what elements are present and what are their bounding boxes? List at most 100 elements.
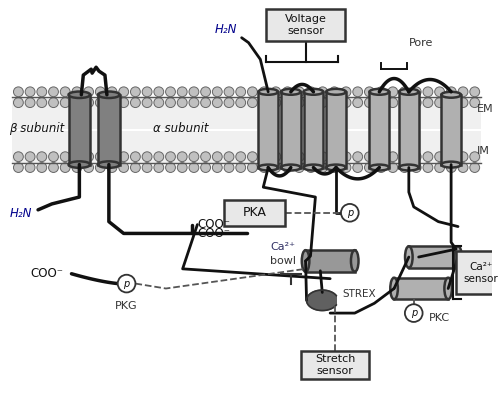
Circle shape [388, 163, 398, 172]
Ellipse shape [258, 89, 278, 95]
Circle shape [470, 163, 480, 172]
Circle shape [330, 87, 339, 97]
Circle shape [306, 98, 316, 108]
Circle shape [376, 87, 386, 97]
Circle shape [458, 163, 468, 172]
Text: PKG: PKG [116, 301, 138, 311]
Circle shape [166, 152, 175, 162]
Circle shape [405, 304, 422, 322]
Ellipse shape [68, 91, 90, 98]
Circle shape [96, 163, 105, 172]
Circle shape [306, 87, 316, 97]
Circle shape [248, 98, 258, 108]
Circle shape [388, 152, 398, 162]
Polygon shape [306, 250, 354, 272]
Circle shape [446, 98, 456, 108]
Polygon shape [394, 278, 448, 299]
Ellipse shape [351, 250, 358, 272]
Circle shape [458, 87, 468, 97]
Circle shape [48, 163, 58, 172]
Circle shape [400, 98, 409, 108]
Circle shape [212, 163, 222, 172]
Circle shape [130, 152, 140, 162]
Circle shape [84, 98, 94, 108]
Circle shape [119, 98, 128, 108]
Circle shape [96, 152, 105, 162]
Ellipse shape [399, 89, 418, 95]
Circle shape [236, 87, 246, 97]
Text: PKA: PKA [242, 206, 266, 219]
Circle shape [200, 87, 210, 97]
Circle shape [341, 152, 351, 162]
Bar [266, 9, 345, 41]
Circle shape [189, 87, 199, 97]
Circle shape [154, 152, 164, 162]
Circle shape [37, 98, 46, 108]
Circle shape [14, 163, 24, 172]
Ellipse shape [326, 89, 346, 95]
Circle shape [119, 163, 128, 172]
Circle shape [294, 163, 304, 172]
Circle shape [294, 98, 304, 108]
Text: Voltage
sensor: Voltage sensor [284, 14, 327, 36]
Circle shape [236, 98, 246, 108]
Polygon shape [370, 92, 389, 168]
Circle shape [282, 87, 292, 97]
Circle shape [25, 163, 35, 172]
Circle shape [341, 204, 358, 221]
Ellipse shape [442, 92, 461, 98]
Circle shape [318, 98, 328, 108]
Circle shape [400, 163, 409, 172]
Circle shape [423, 163, 433, 172]
Circle shape [236, 163, 246, 172]
Text: H₂N: H₂N [10, 207, 32, 220]
Ellipse shape [281, 164, 300, 170]
Circle shape [271, 163, 280, 172]
Circle shape [72, 87, 82, 97]
Text: PKC: PKC [428, 313, 450, 323]
Text: α subunit: α subunit [153, 122, 208, 135]
Circle shape [446, 163, 456, 172]
Polygon shape [68, 95, 90, 164]
Circle shape [271, 87, 280, 97]
Circle shape [364, 87, 374, 97]
Circle shape [37, 87, 46, 97]
Text: COO⁻: COO⁻ [198, 227, 230, 240]
Text: p: p [346, 208, 353, 218]
Circle shape [84, 152, 94, 162]
Polygon shape [442, 95, 461, 164]
Ellipse shape [68, 161, 90, 168]
Circle shape [282, 163, 292, 172]
Circle shape [96, 87, 105, 97]
Circle shape [318, 87, 328, 97]
Circle shape [178, 98, 187, 108]
Circle shape [271, 152, 280, 162]
Polygon shape [281, 92, 300, 168]
Circle shape [166, 163, 175, 172]
Circle shape [388, 98, 398, 108]
Circle shape [84, 163, 94, 172]
Circle shape [400, 152, 409, 162]
Circle shape [412, 163, 421, 172]
Circle shape [364, 152, 374, 162]
Circle shape [330, 152, 339, 162]
Circle shape [14, 98, 24, 108]
Circle shape [48, 87, 58, 97]
Circle shape [60, 98, 70, 108]
Polygon shape [258, 92, 278, 168]
Bar [12, 97, 480, 163]
Circle shape [130, 163, 140, 172]
Circle shape [434, 87, 444, 97]
Circle shape [200, 163, 210, 172]
Circle shape [154, 163, 164, 172]
Text: H₂N: H₂N [214, 23, 236, 36]
Circle shape [154, 98, 164, 108]
Circle shape [37, 152, 46, 162]
Circle shape [178, 87, 187, 97]
Circle shape [119, 87, 128, 97]
Ellipse shape [98, 91, 120, 98]
Circle shape [353, 87, 362, 97]
Circle shape [166, 87, 175, 97]
Circle shape [224, 163, 234, 172]
Ellipse shape [390, 278, 398, 299]
